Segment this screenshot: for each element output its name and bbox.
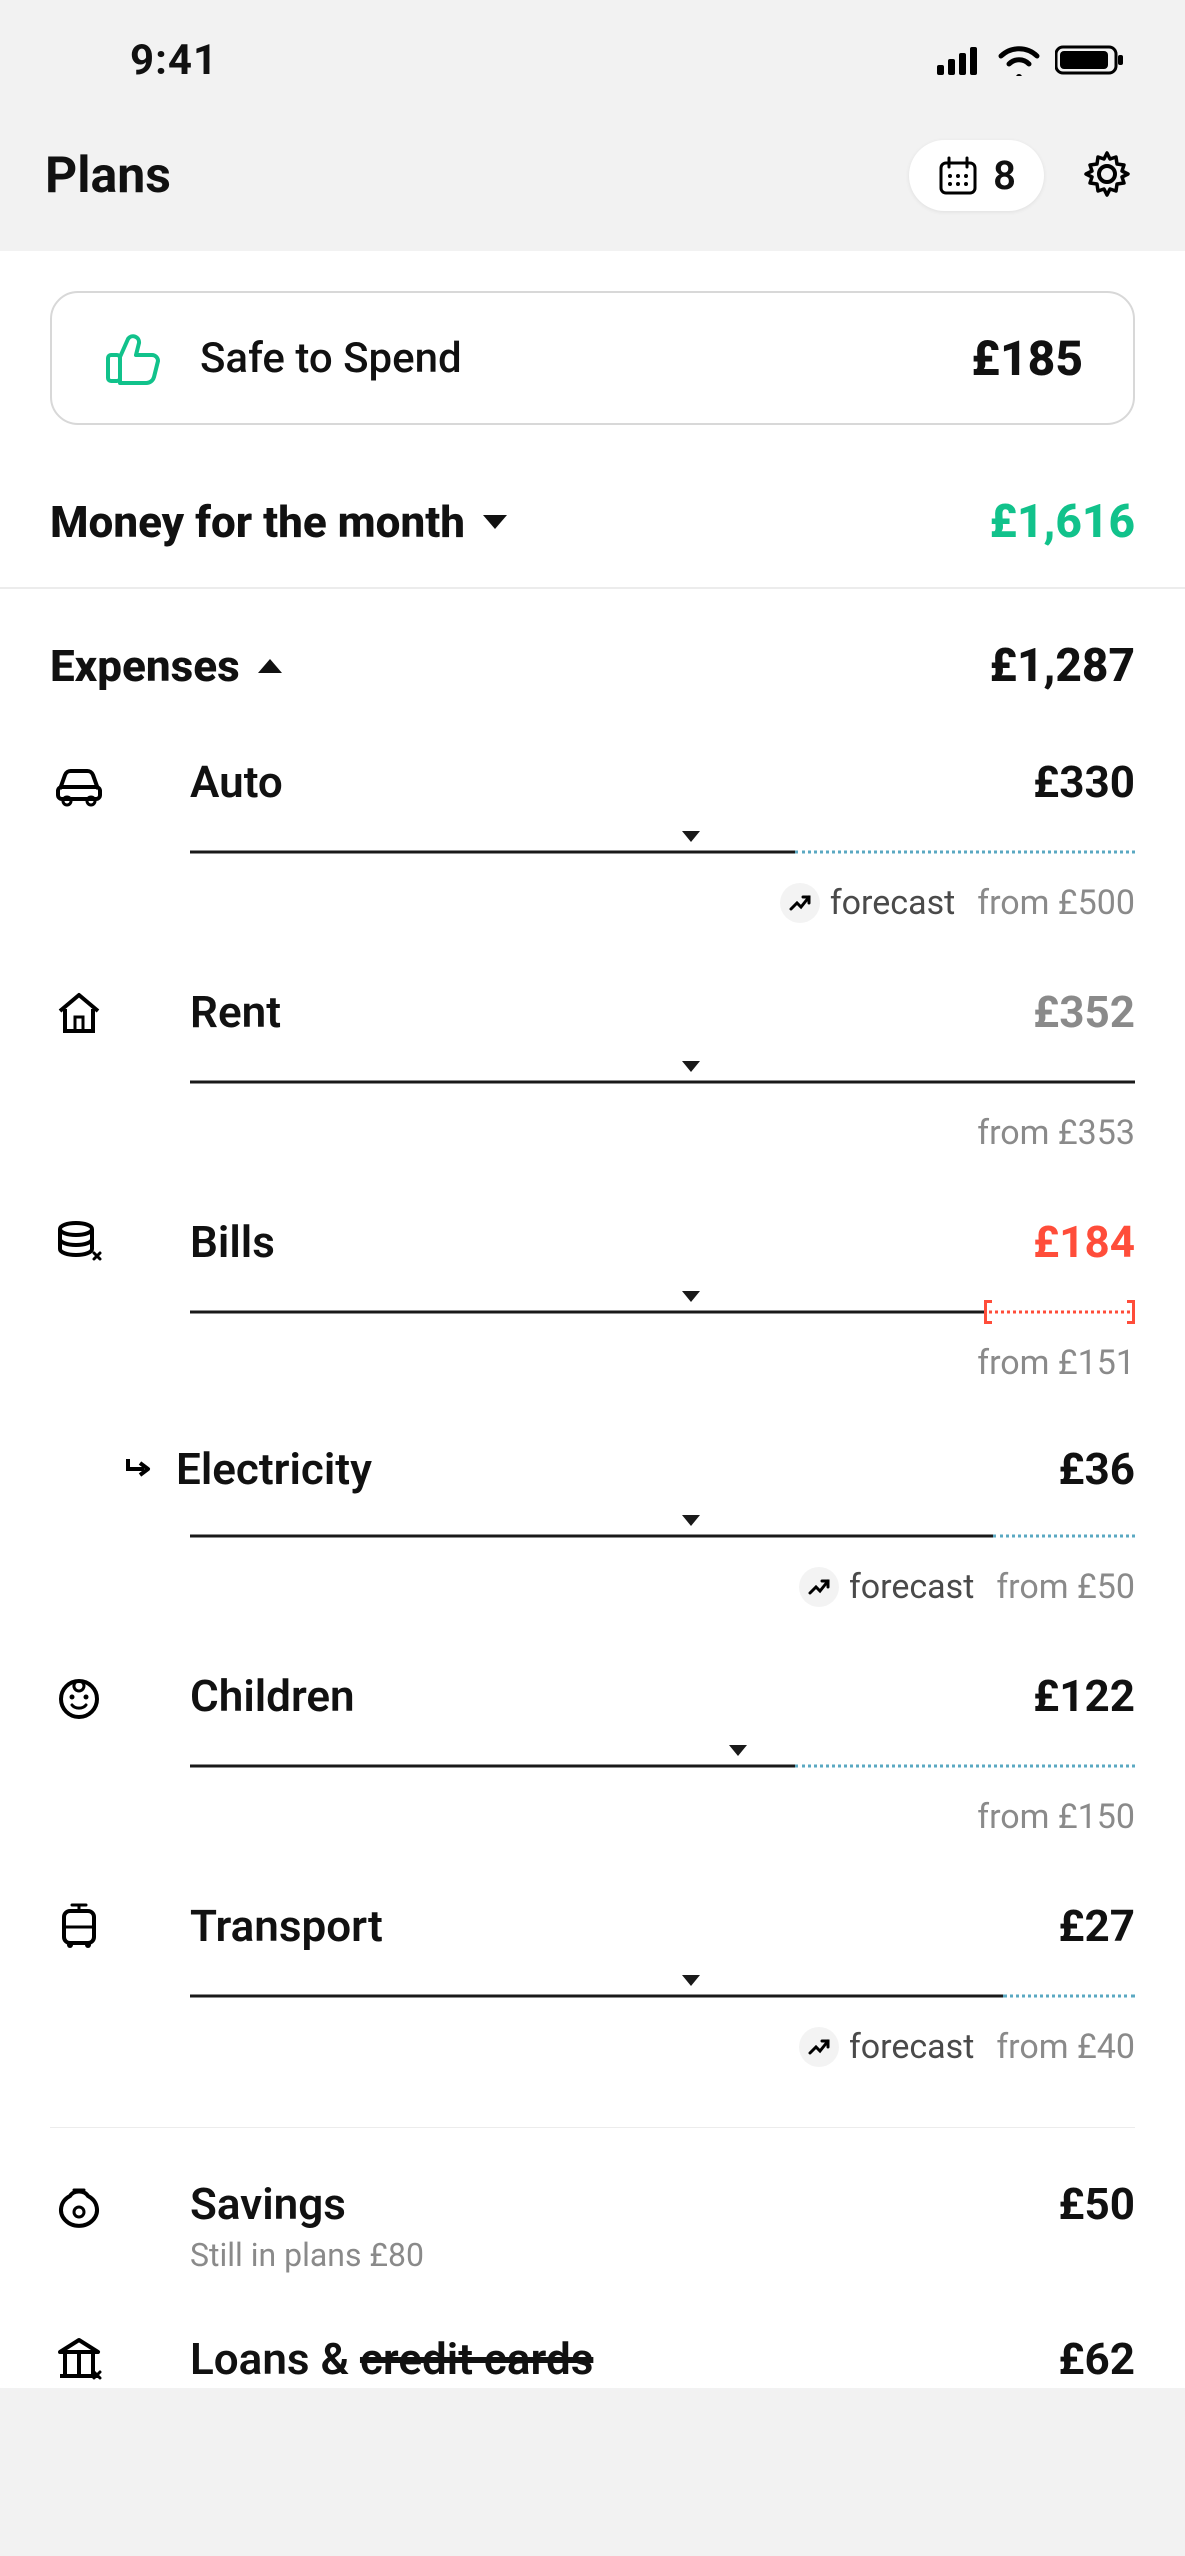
money-month-row[interactable]: Money for the month £1,616 [0, 495, 1185, 549]
tram-icon [50, 1897, 120, 1955]
expense-item-electricity[interactable]: Electricity £36 forecast [50, 1443, 1135, 1607]
expense-amount: £36 [1058, 1443, 1135, 1495]
child-icon [50, 1667, 120, 1725]
header: Plans 8 [0, 120, 1185, 251]
expenses-row[interactable]: Expenses £1,287 [0, 639, 1185, 693]
divider [50, 2127, 1135, 2128]
expense-amount: £184 [1033, 1216, 1135, 1268]
progress-bar [190, 1751, 1135, 1781]
progress-bar [190, 1297, 1135, 1327]
date-selector[interactable]: 8 [909, 140, 1044, 211]
expenses-amount: £1,287 [990, 639, 1135, 693]
main-content: Safe to Spend £185 Money for the month £… [0, 251, 1185, 2388]
expense-name: Bills [120, 1216, 1033, 1268]
chevron-down-icon [483, 515, 507, 529]
trend-up-icon [788, 891, 812, 915]
sub-arrow-icon [120, 1451, 156, 1487]
expense-item-transport[interactable]: Transport £27 forecast [50, 1897, 1135, 2067]
expense-item-rent[interactable]: Rent £352 from £353 [50, 983, 1135, 1153]
expense-name: Electricity [120, 1443, 1058, 1495]
status-bar: 9:41 [0, 0, 1185, 120]
trend-up-icon [807, 2035, 831, 2059]
expense-item-bills[interactable]: Bills £184 from £151 [50, 1213, 1135, 1383]
forecast-badge: forecast [799, 1567, 974, 1607]
thumbs-up-icon [102, 327, 164, 389]
piggy-icon [50, 2178, 120, 2236]
settings-button[interactable] [1074, 141, 1140, 211]
home-icon [50, 983, 120, 1041]
calendar-icon [937, 155, 979, 197]
from-text: from £150 [977, 1797, 1135, 1837]
savings-amount: £50 [1058, 2178, 1135, 2230]
expense-item-auto[interactable]: Auto £330 forecast from [50, 753, 1135, 923]
car-icon [50, 753, 120, 811]
expense-amount: £27 [1058, 1900, 1135, 1952]
from-text: from £50 [996, 1567, 1135, 1607]
expenses-title: Expenses [50, 640, 240, 692]
expense-name: Transport [120, 1900, 1058, 1952]
expense-name: Auto [120, 756, 1033, 808]
expense-name: Rent [120, 986, 1033, 1038]
safe-to-spend-card[interactable]: Safe to Spend £185 [50, 291, 1135, 425]
chevron-up-icon [258, 659, 282, 673]
money-month-amount: £1,616 [990, 495, 1135, 549]
forecast-badge: forecast [780, 883, 955, 923]
progress-bar [190, 837, 1135, 867]
status-icons [937, 44, 1125, 76]
expense-list: Auto £330 forecast from [0, 753, 1185, 2067]
money-month-title: Money for the month [50, 496, 465, 548]
status-time: 9:41 [130, 36, 218, 85]
progress-bar [190, 1981, 1135, 2011]
progress-bar [190, 1521, 1135, 1551]
loans-row[interactable]: Loans & credit cards £62 [0, 2330, 1185, 2388]
savings-row[interactable]: Savings Still in plans £80 £50 [0, 2178, 1185, 2274]
wifi-icon [997, 44, 1041, 76]
loans-label: Loans & credit cards [190, 2333, 1058, 2385]
date-day: 8 [993, 152, 1016, 199]
bank-icon [50, 2330, 120, 2388]
expense-item-children[interactable]: Children £122 from £150 [50, 1667, 1135, 1837]
expense-amount: £330 [1033, 756, 1135, 808]
progress-bar [190, 1067, 1135, 1097]
savings-sub: Still in plans £80 [190, 2236, 1058, 2274]
forecast-badge: forecast [799, 2027, 974, 2067]
trend-up-icon [807, 1575, 831, 1599]
safe-to-spend-label: Safe to Spend [200, 334, 935, 383]
from-text: from £353 [977, 1113, 1135, 1153]
expense-name: Children [120, 1670, 1033, 1722]
battery-icon [1055, 44, 1125, 76]
savings-label: Savings [190, 2178, 1058, 2230]
expense-amount: £352 [1033, 986, 1135, 1038]
gear-icon [1080, 147, 1134, 201]
divider [0, 587, 1185, 589]
expense-amount: £122 [1033, 1670, 1135, 1722]
page-title: Plans [45, 147, 909, 205]
from-text: from £500 [977, 883, 1135, 923]
from-text: from £151 [977, 1343, 1135, 1383]
from-text: from £40 [996, 2027, 1135, 2067]
safe-to-spend-amount: £185 [971, 330, 1083, 387]
coins-icon [50, 1213, 120, 1271]
loans-amount: £62 [1058, 2333, 1135, 2385]
cellular-icon [937, 45, 983, 75]
